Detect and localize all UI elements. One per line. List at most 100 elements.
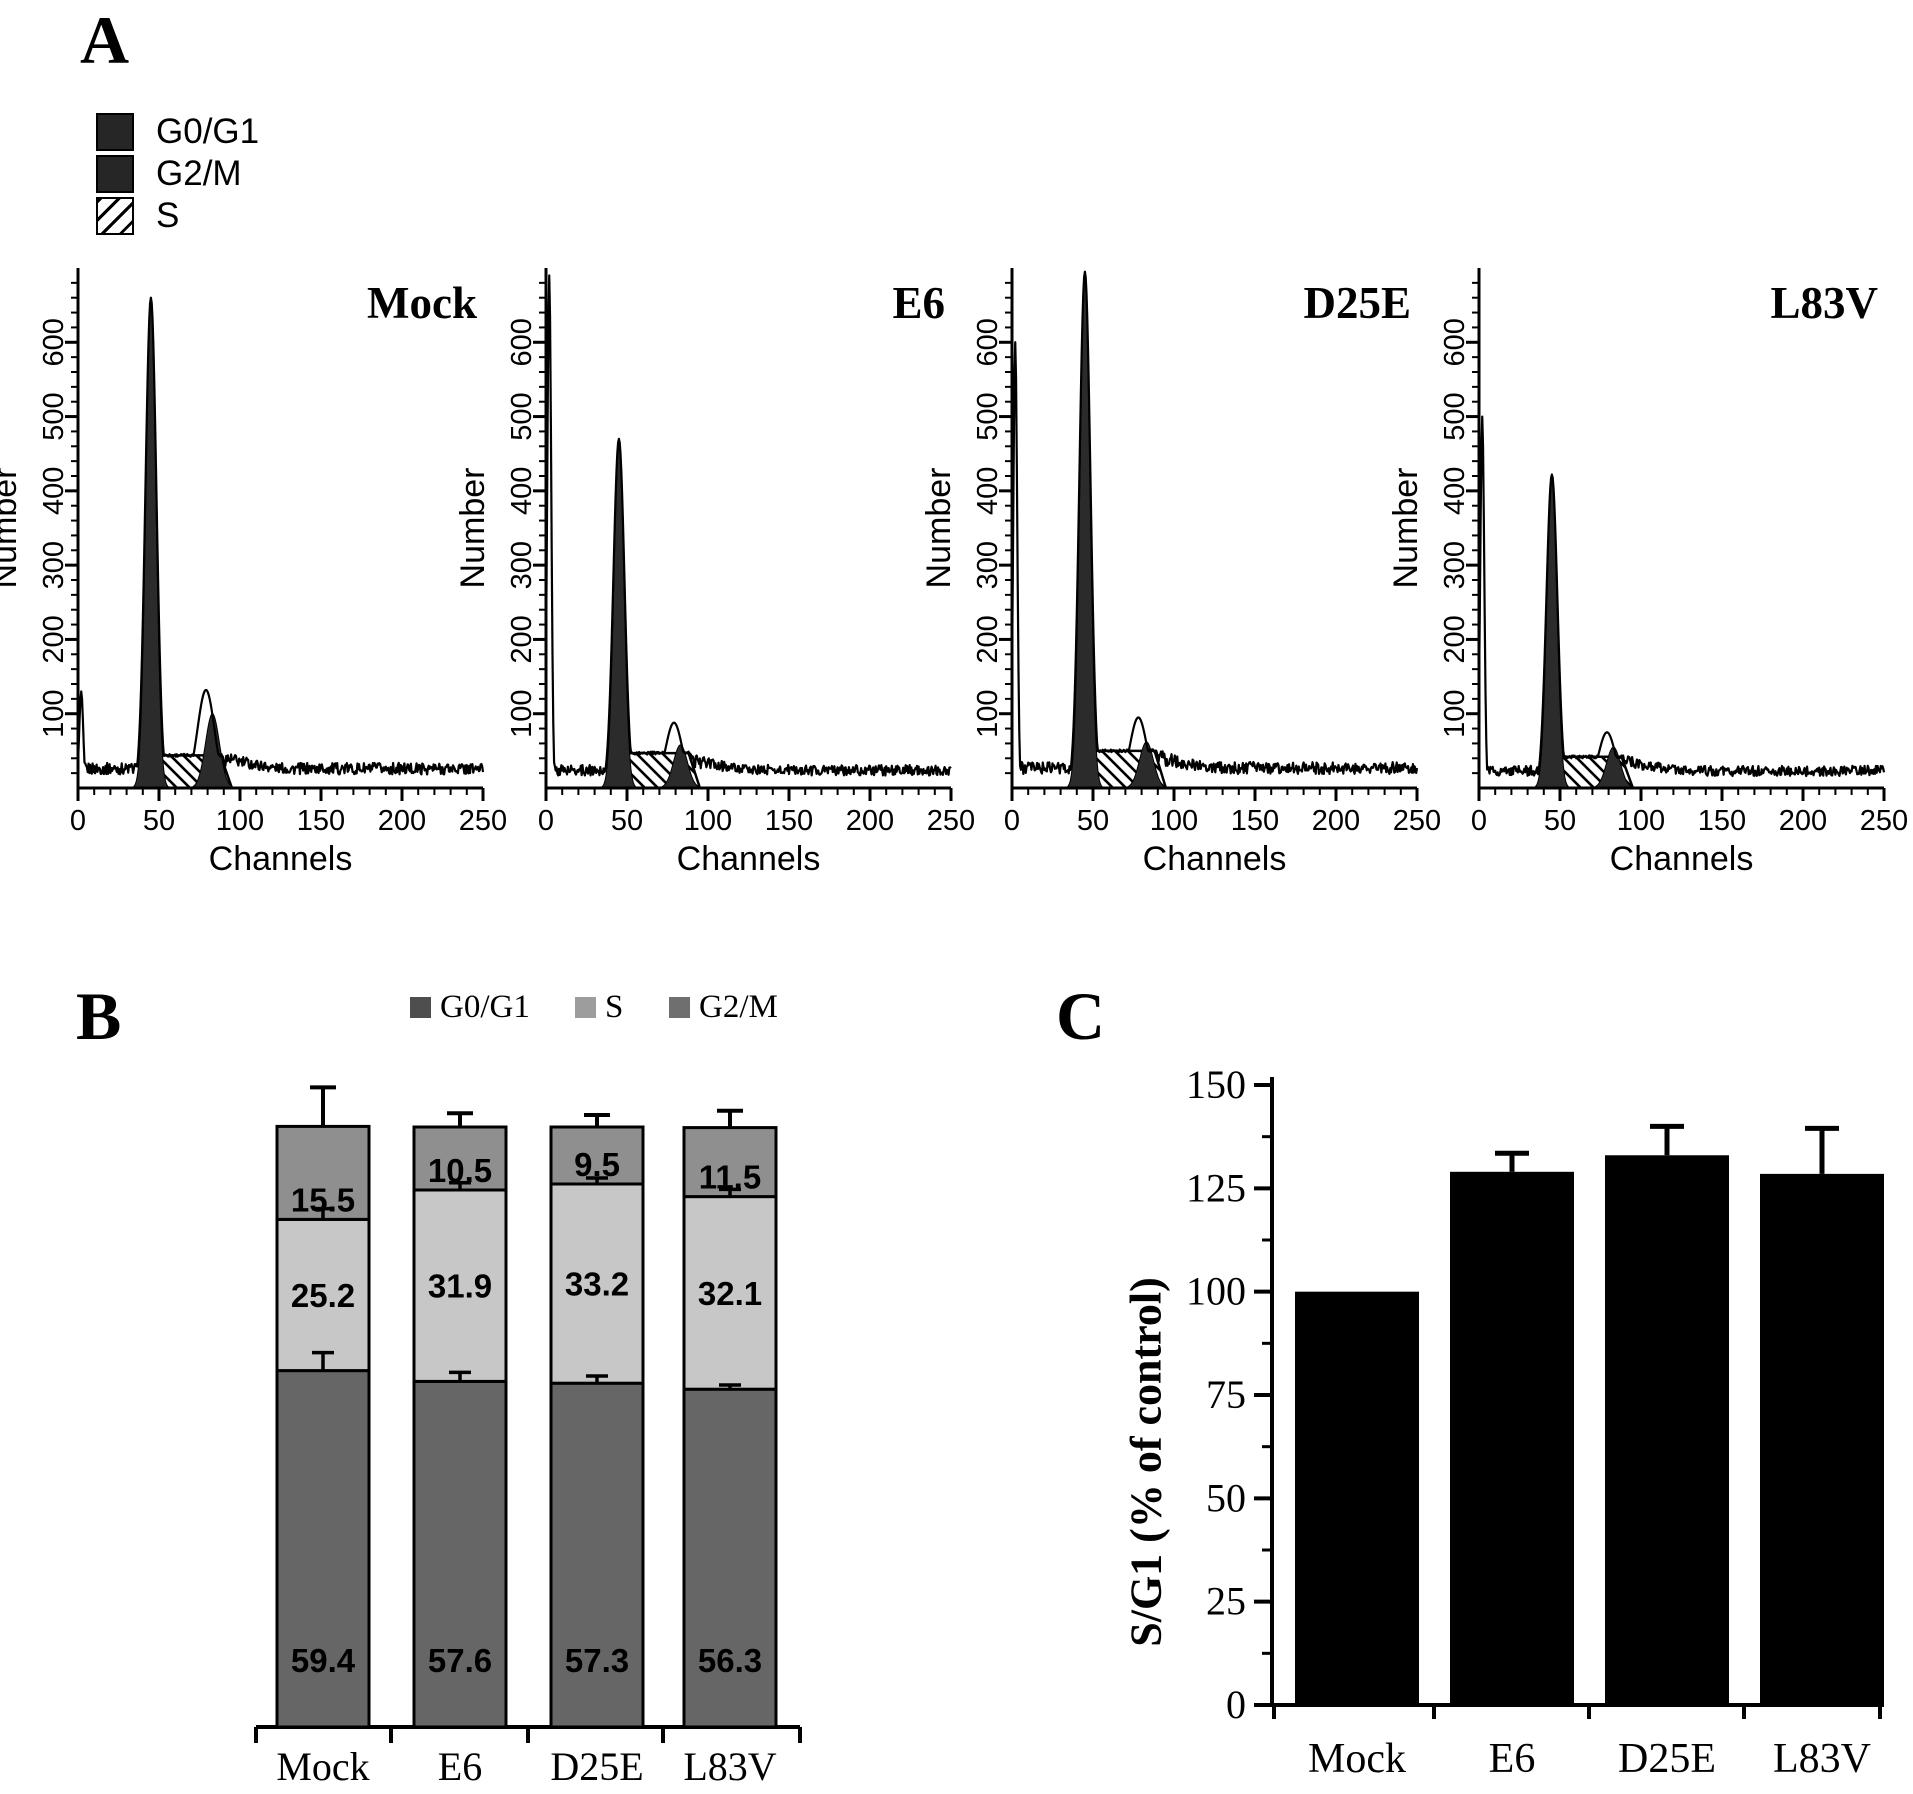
histogram-title-mock: Mock: [367, 278, 477, 328]
panel-b-legend-item-g0g1: G0/G1: [410, 989, 530, 1026]
svg-text:250: 250: [1860, 805, 1908, 837]
svg-text:500: 500: [38, 392, 70, 440]
svg-text:50: 50: [1206, 1475, 1246, 1520]
svg-text:300: 300: [38, 541, 70, 589]
legend-label: G0/G1: [156, 112, 260, 151]
svg-text:L83V: L83V: [1773, 1736, 1871, 1782]
svg-text:400: 400: [506, 467, 538, 515]
svg-text:0: 0: [70, 805, 86, 837]
svg-text:200: 200: [1439, 615, 1471, 663]
svg-text:100: 100: [216, 805, 264, 837]
svg-text:100: 100: [1150, 805, 1198, 837]
svg-text:400: 400: [38, 467, 70, 515]
svg-text:Number: Number: [920, 468, 958, 589]
svg-text:0: 0: [1471, 805, 1487, 837]
s-swatch-icon: [575, 997, 596, 1018]
panel-b-legend-item-g2m: G2/M: [669, 989, 778, 1026]
svg-text:9.5: 9.5: [574, 1146, 620, 1183]
svg-text:33.2: 33.2: [565, 1266, 629, 1303]
svg-text:600: 600: [38, 318, 70, 366]
svg-text:56.3: 56.3: [698, 1642, 762, 1679]
svg-text:200: 200: [1312, 805, 1360, 837]
svg-text:57.3: 57.3: [565, 1642, 629, 1679]
g2m-solid-swatch-icon: [96, 155, 134, 193]
svg-text:200: 200: [38, 615, 70, 663]
svg-text:100: 100: [1186, 1269, 1246, 1314]
g0g1-solid-swatch-icon: [96, 113, 134, 151]
histogram-title-d25e: D25E: [1303, 278, 1411, 328]
svg-text:250: 250: [459, 805, 507, 837]
g0g1-swatch-icon: [410, 997, 431, 1018]
svg-text:100: 100: [1617, 805, 1665, 837]
svg-text:Number: Number: [1387, 468, 1425, 589]
legend-label: G0/G1: [440, 989, 530, 1025]
svg-text:32.1: 32.1: [698, 1275, 762, 1312]
svg-text:Number: Number: [0, 468, 24, 589]
svg-text:100: 100: [972, 690, 1004, 738]
panel-a-label: A: [80, 2, 130, 78]
svg-text:25.2: 25.2: [291, 1277, 355, 1314]
legend-label: G2/M: [156, 154, 242, 193]
svg-text:59.4: 59.4: [291, 1642, 356, 1679]
svg-text:150: 150: [1698, 805, 1746, 837]
svg-text:100: 100: [1439, 690, 1471, 738]
svg-text:200: 200: [1779, 805, 1827, 837]
svg-text:57.6: 57.6: [428, 1642, 492, 1679]
panel-c-label: C: [1056, 978, 1106, 1054]
svg-text:500: 500: [1439, 392, 1471, 440]
svg-text:50: 50: [611, 805, 643, 837]
svg-text:D25E: D25E: [550, 1744, 643, 1789]
panel-b-label: B: [76, 978, 122, 1054]
panel-a-legend: G0/G1 G2/M S: [96, 112, 260, 240]
svg-text:Channels: Channels: [1143, 840, 1287, 878]
svg-text:150: 150: [1186, 1062, 1246, 1107]
svg-text:Channels: Channels: [677, 840, 821, 878]
bar-mock: [1295, 1291, 1419, 1705]
svg-text:200: 200: [846, 805, 894, 837]
stacked-bar-chart: 59.4 25.2 15.5 Mock 57.6 31.9 10.5 E6 57.3 33.2 9.…: [254, 1085, 802, 1789]
svg-text:75: 75: [1206, 1372, 1246, 1417]
svg-text:400: 400: [1439, 467, 1471, 515]
svg-text:500: 500: [506, 392, 538, 440]
legend-label: S: [156, 196, 180, 235]
svg-text:100: 100: [684, 805, 732, 837]
svg-text:100: 100: [506, 690, 538, 738]
legend-label: G2/M: [699, 989, 778, 1025]
histogram-e6: 100 200 300 400 500 600 0 50 100 150 200 250 Number C…: [454, 268, 975, 878]
legend-item-g2m: G2/M: [96, 154, 259, 193]
svg-text:50: 50: [1544, 805, 1576, 837]
svg-text:Mock: Mock: [1308, 1736, 1406, 1782]
svg-text:Number: Number: [454, 468, 492, 589]
bar-l83v: [1760, 1173, 1884, 1705]
svg-text:150: 150: [1231, 805, 1279, 837]
svg-text:25: 25: [1206, 1579, 1246, 1624]
legend-item-g0g1: G0/G1: [96, 112, 260, 151]
histogram-d25e: 100 200 300 400 500 600 0 50 100 150 200 250 Number C…: [920, 268, 1441, 878]
svg-text:250: 250: [1393, 805, 1441, 837]
histogram-title-e6: E6: [892, 278, 945, 328]
svg-text:300: 300: [972, 541, 1004, 589]
svg-text:500: 500: [972, 392, 1004, 440]
s-hatched-swatch-icon: [96, 197, 134, 235]
panel-b-legend-item-s: S: [575, 989, 623, 1026]
svg-text:11.5: 11.5: [699, 1159, 761, 1196]
svg-text:150: 150: [765, 805, 813, 837]
legend-item-s: S: [96, 196, 259, 235]
svg-text:300: 300: [1439, 541, 1471, 589]
svg-text:600: 600: [1439, 318, 1471, 366]
bar-e6: [1450, 1171, 1574, 1705]
histogram-title-l83v: L83V: [1770, 278, 1878, 328]
svg-text:100: 100: [38, 690, 70, 738]
svg-text:125: 125: [1186, 1165, 1246, 1210]
g2m-swatch-icon: [669, 997, 690, 1018]
svg-text:0: 0: [1004, 805, 1020, 837]
bar-d25e: [1605, 1155, 1729, 1705]
svg-text:0: 0: [1226, 1682, 1246, 1727]
svg-text:31.9: 31.9: [428, 1268, 492, 1305]
svg-text:10.5: 10.5: [428, 1152, 492, 1189]
svg-text:200: 200: [506, 615, 538, 663]
svg-text:250: 250: [927, 805, 975, 837]
svg-text:Mock: Mock: [276, 1744, 369, 1789]
svg-text:L83V: L83V: [683, 1744, 776, 1789]
